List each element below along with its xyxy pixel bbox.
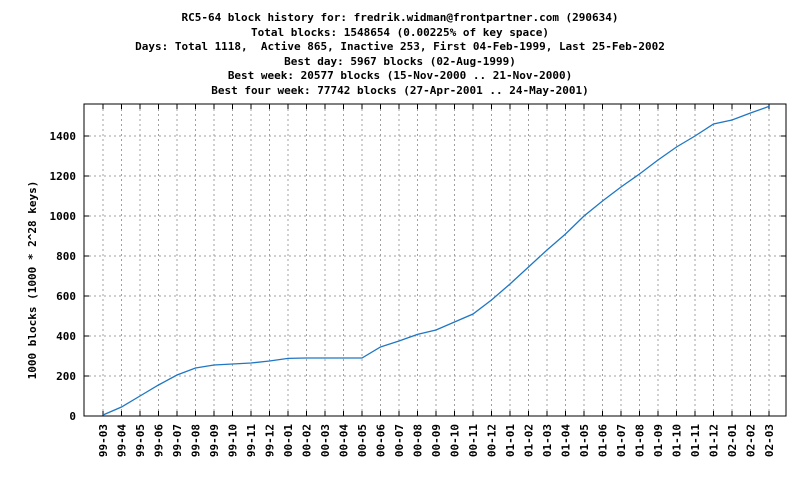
x-tick-label: 01-01: [504, 424, 517, 457]
best-four-week-line: Best four week: 77742 blocks (27-Apr-200…: [211, 83, 589, 97]
x-tick-label: 00-03: [319, 424, 332, 457]
x-tick-label: 99-09: [208, 424, 221, 457]
y-tick-label: 600: [56, 290, 76, 303]
x-tick-label: 01-03: [541, 424, 554, 457]
x-tick-label: 00-07: [393, 424, 406, 457]
chart-title: RC5-64 block history for: fredrik.widman…: [181, 11, 619, 24]
x-tick-label: 99-12: [264, 424, 277, 457]
y-tick-label: 200: [56, 370, 76, 383]
y-tick-label: 0: [69, 410, 76, 423]
x-tick-label: 01-10: [671, 424, 684, 457]
x-tick-label: 01-06: [597, 424, 610, 457]
x-tick-label: 01-11: [689, 424, 702, 457]
x-tick-label: 99-11: [245, 424, 258, 457]
best-day-line: Best day: 5967 blocks (02-Aug-1999): [284, 54, 516, 68]
y-tick-label: 800: [56, 250, 76, 263]
x-tick-label: 01-09: [652, 424, 665, 457]
y-tick-label: 1000: [50, 210, 77, 223]
x-tick-label: 00-05: [356, 424, 369, 457]
x-tick-label: 02-01: [726, 424, 739, 457]
x-tick-label: 00-02: [301, 424, 314, 457]
x-tick-label: 00-12: [486, 424, 499, 457]
x-tick-label: 00-01: [282, 424, 295, 457]
x-tick-label: 01-05: [578, 424, 591, 457]
y-axis: 0 200 400 600 800 1000 1200 1400: [50, 130, 786, 423]
x-tick-label: 01-12: [708, 424, 721, 457]
x-tick-label: 99-03: [97, 424, 110, 457]
x-tick-label: 99-07: [171, 424, 184, 457]
y-axis-label: 1000 blocks (1000 * 2^28 keys): [26, 181, 39, 380]
x-tick-label: 99-10: [227, 424, 240, 457]
x-tick-label: 00-06: [375, 424, 388, 457]
x-tick-label: 00-08: [412, 424, 425, 457]
x-tick-label: 01-07: [615, 424, 628, 457]
x-tick-label: 01-04: [560, 424, 573, 457]
x-tick-label: 00-11: [467, 424, 480, 457]
x-tick-label: 00-10: [449, 424, 462, 457]
x-tick-label: 99-08: [190, 424, 203, 457]
x-tick-label: 01-02: [523, 424, 536, 457]
days-line: Days: Total 1118, Active 865, Inactive 2…: [135, 40, 665, 54]
y-tick-label: 1200: [50, 170, 77, 183]
grid-lines: [84, 104, 786, 416]
chart-header: RC5-64 block history for: fredrik.widman…: [0, 11, 800, 99]
x-tick-label: 02-03: [763, 424, 776, 457]
x-tick-label: 01-08: [634, 424, 647, 457]
series-line: [102, 105, 770, 416]
total-blocks-line: Total blocks: 1548654 (0.00225% of key s…: [250, 25, 549, 39]
x-tick-label: 00-04: [338, 424, 351, 457]
y-tick-label: 1400: [50, 130, 77, 143]
x-tick-label: 99-05: [134, 424, 147, 457]
x-tick-label: 02-02: [745, 424, 758, 457]
y-tick-label: 400: [56, 330, 76, 343]
x-tick-label: 99-04: [116, 424, 129, 457]
plot-frame: [83, 103, 787, 417]
x-tick-label: 99-06: [153, 424, 166, 457]
x-tick-label: 00-09: [430, 424, 443, 457]
x-axis: 99-03 99-04 99-05 99-06 99-07 99-08 99-09 99-10…: [97, 104, 776, 457]
best-week-line: Best week: 20577 blocks (15-Nov-2000 .. …: [227, 69, 573, 83]
